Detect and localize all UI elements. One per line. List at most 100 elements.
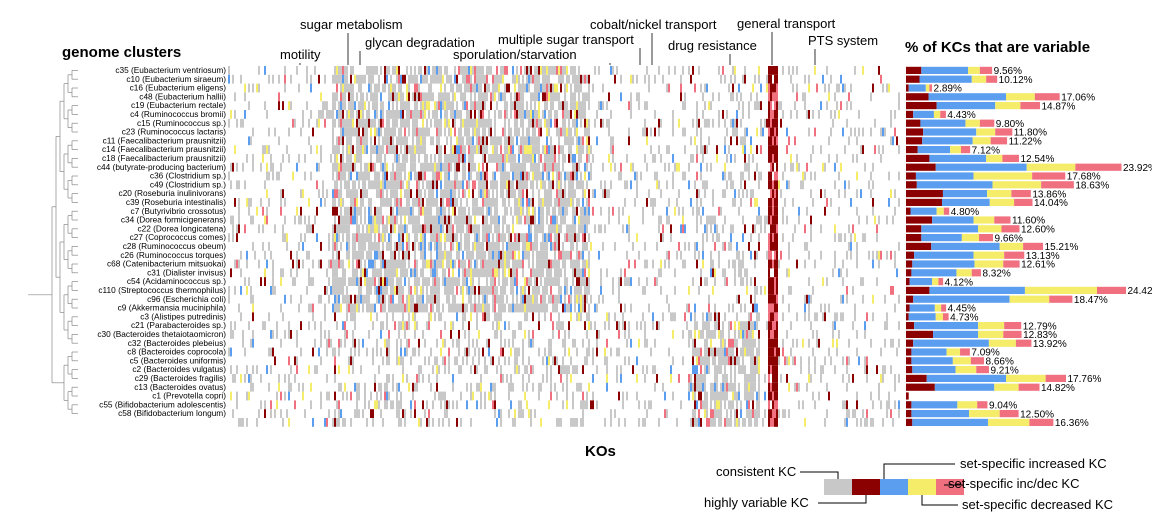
heat-cell [462,92,464,102]
heat-cell [588,268,590,278]
heat-cell [684,145,686,154]
heat-cell [252,365,254,374]
heat-cell [446,286,448,295]
heat-cell [306,250,308,260]
heat-cell [792,338,794,348]
heat-cell [490,154,492,163]
heat-cell [394,242,396,251]
heat-cell [502,242,504,251]
heat-cell [588,286,590,295]
heat-cell [308,321,310,330]
heat-cell [878,259,880,269]
heat-cell [670,312,672,322]
heat-cell [678,118,680,128]
heat-cell [568,74,570,84]
heat-cell [464,277,466,286]
heat-cell [426,101,428,110]
heat-cell [334,259,336,269]
heat-cell [510,110,512,119]
heat-cell [456,145,458,154]
heat-cell [492,321,494,330]
heat-cell [300,294,302,304]
heat-cell [586,206,588,216]
heat-cell [500,250,502,260]
heat-cell [308,303,310,313]
heat-cell [266,145,268,154]
heat-cell [430,118,432,128]
heat-cell [376,206,378,216]
heat-cell [672,127,674,137]
heat-cell [798,215,800,225]
heat-cell [278,382,280,392]
heat-cell [586,242,588,251]
heat-cell [372,118,374,128]
heat-cell [512,259,514,269]
heat-cell [414,198,416,207]
heat-cell [406,118,408,128]
heat-cell [392,110,394,119]
heat-cell [348,101,350,110]
heat-cell [360,101,362,110]
heat-cell [712,92,714,102]
heat-cell [528,110,530,119]
heat-cell [770,224,772,234]
heat-cell [420,303,422,313]
heat-cell [502,347,504,357]
heat-cell [352,110,354,119]
heat-cell [244,374,246,383]
heat-cell [890,286,892,295]
heat-cell [774,92,776,102]
heat-cell [612,286,614,295]
heat-cell [704,356,706,366]
heat-cell [542,145,544,154]
heat-cell [388,110,390,119]
heat-cell [470,92,472,102]
heat-cell [418,127,420,137]
heat-cell [264,145,266,154]
heat-cell [256,206,258,216]
heat-cell [690,154,692,163]
heat-cell [724,171,726,181]
heat-cell [328,110,330,119]
heat-cell [326,101,328,110]
heat-cell [736,250,738,260]
heat-cell [446,162,448,172]
heat-cell [480,206,482,216]
heat-cell [446,250,448,260]
heat-cell [842,83,844,93]
heat-cell [574,268,576,278]
heat-cell [628,127,630,137]
heat-cell [692,66,694,75]
heat-cell [560,268,562,278]
heat-cell [400,180,402,190]
heat-cell [440,347,442,357]
heat-cell [800,180,802,190]
heat-cell [724,382,726,392]
heat-cell [624,268,626,278]
heat-cell [494,145,496,154]
heat-cell [252,330,254,339]
heat-cell [760,286,762,295]
heat-cell [518,259,520,269]
heat-cell [510,286,512,295]
heat-cell [744,391,746,401]
heat-cell [856,250,858,260]
heat-cell [590,294,592,304]
heat-cell [524,180,526,190]
heat-cell [714,242,716,251]
heat-cell [468,74,470,84]
heat-cell [340,162,342,172]
heat-cell [476,242,478,251]
heat-cell [708,303,710,313]
heat-cell [564,215,566,225]
heat-cell [250,374,252,383]
heat-cell [440,145,442,154]
heat-cell [408,286,410,295]
heat-cell [454,356,456,366]
heat-cell [434,233,436,242]
heat-cell [730,136,732,146]
heat-cell [768,242,770,251]
heat-cell [400,189,402,198]
heat-cell [768,277,770,286]
heat-cell [350,198,352,207]
